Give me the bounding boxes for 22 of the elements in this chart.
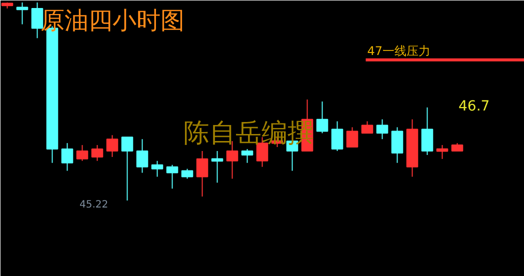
candlestick [166, 164, 178, 190]
candlestick [136, 138, 148, 174]
annotation: 45.22 [80, 200, 108, 210]
candlestick [196, 150, 208, 198]
candlestick [91, 144, 104, 162]
candlestick [421, 106, 434, 156]
candlestick [361, 120, 374, 134]
candlestick [316, 101, 328, 134]
annotation: 46.7 [458, 98, 490, 114]
candlestick [106, 134, 118, 158]
candlestick [151, 160, 164, 178]
candlestick [121, 136, 134, 201]
candlestick [346, 126, 358, 148]
candlestick [241, 148, 254, 164]
candlestick [61, 142, 74, 172]
candlestick [391, 126, 404, 164]
candlestick [331, 120, 344, 152]
candlestick [376, 118, 388, 140]
ref-line-label: 47一线压力 [367, 44, 431, 58]
candlestick [211, 150, 224, 184]
candlestick [181, 168, 194, 180]
candlestick [76, 144, 88, 162]
